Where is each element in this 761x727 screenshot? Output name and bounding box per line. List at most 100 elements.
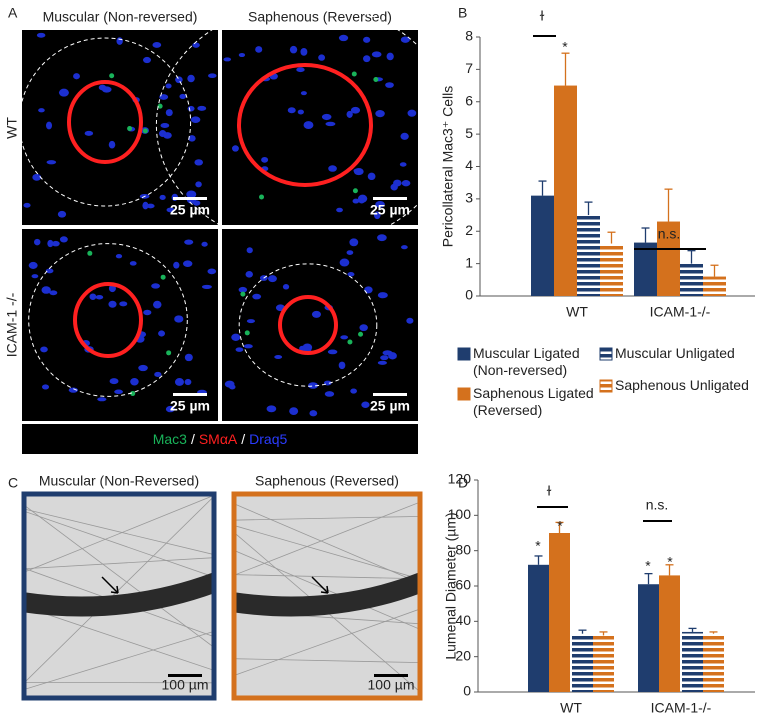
nucleus [38, 108, 45, 112]
nucleus [207, 269, 216, 275]
error-bar [600, 632, 608, 636]
nucleus [400, 162, 407, 166]
bar [634, 243, 657, 296]
nucleus [179, 94, 186, 99]
nucleus [197, 106, 206, 111]
nucleus [339, 35, 348, 41]
nucleus [375, 110, 384, 117]
nucleus [288, 107, 296, 113]
nucleus [304, 121, 314, 129]
error-bar [642, 228, 650, 243]
nucleus [351, 107, 360, 114]
error-bar [645, 574, 653, 585]
nucleus [192, 42, 199, 47]
error-bar [562, 53, 570, 85]
nucleus [154, 372, 161, 377]
annotation: * [562, 39, 568, 55]
nucleus [185, 354, 193, 361]
error-bar [585, 202, 593, 215]
nucleus [244, 344, 253, 348]
x-tick-label: ICAM-1-/- [650, 304, 711, 320]
mac3-cell [373, 77, 378, 82]
nucleus [380, 355, 388, 360]
nucleus [268, 275, 277, 282]
nucleus [187, 75, 194, 83]
panel-label: C [8, 475, 18, 491]
error-bar [539, 181, 547, 196]
photo: 100 µm [22, 492, 216, 700]
nucleus [47, 160, 57, 164]
legend-swatch [458, 348, 470, 360]
bar [577, 215, 600, 296]
y-tick-label: 5 [465, 125, 473, 141]
nucleus [34, 239, 40, 246]
nucleus [99, 85, 106, 91]
nucleus [267, 405, 277, 412]
nucleus [252, 294, 261, 300]
legend-swatch [600, 380, 612, 392]
y-tick-label: 0 [463, 683, 471, 699]
row-title: ICAM-1 -/- [4, 292, 20, 357]
scale-bar-label: 100 µm [368, 677, 415, 693]
nucleus [160, 195, 166, 200]
annotation: n.s. [646, 497, 669, 513]
nucleus [195, 181, 201, 187]
y-tick-label: 2 [465, 222, 473, 238]
nucleus [301, 91, 307, 95]
nucleus [368, 173, 376, 180]
nucleus [188, 106, 195, 112]
mac3-cell [109, 73, 114, 78]
legend-label: Muscular Unligated [615, 345, 761, 362]
nucleus [153, 301, 161, 309]
nucleus [336, 208, 343, 213]
photo-title: Muscular (Non-Reversed) [39, 473, 199, 489]
micrograph [222, 229, 418, 421]
nucleus [388, 352, 397, 359]
nucleus [350, 388, 357, 393]
nucleus [60, 236, 68, 242]
nucleus [174, 315, 183, 322]
nucleus [201, 242, 207, 247]
nucleus [97, 397, 106, 401]
nucleus [328, 350, 338, 355]
nucleus [387, 53, 394, 61]
bar [703, 277, 726, 296]
nucleus [46, 122, 52, 130]
nucleus [328, 165, 337, 172]
mac3-cell [352, 71, 357, 76]
nucleus [325, 122, 335, 126]
nucleus [236, 347, 244, 352]
stain-separator: / [241, 431, 245, 447]
nucleus [109, 141, 116, 149]
nucleus [349, 238, 358, 246]
legend-item: Saphenous Unligated [615, 377, 761, 417]
nucleus [408, 110, 417, 117]
mac3-cell [161, 275, 166, 280]
error-bar [688, 251, 696, 264]
panel-label: A [8, 5, 18, 21]
legend-item: Muscular Ligated (Non-reversed) [473, 345, 603, 385]
nucleus [322, 114, 331, 120]
mac3-cell [87, 251, 92, 256]
mac3-cell [347, 340, 352, 345]
mac3-cell [240, 292, 245, 297]
scale-bar [373, 197, 407, 200]
nucleus [402, 180, 411, 186]
nucleus [37, 33, 45, 38]
stain-name: Draq5 [249, 431, 287, 447]
nucleus [96, 295, 104, 300]
nucleus [185, 379, 192, 385]
nucleus [246, 271, 253, 278]
nucleus [110, 378, 119, 384]
nucleus [152, 42, 161, 48]
nucleus [339, 362, 346, 370]
stain-name: Mac3 [153, 431, 187, 447]
column-title: Muscular (Non-reversed) [43, 9, 198, 25]
nucleus [372, 51, 382, 57]
legend-item: Saphenous Ligated (Reversed) [473, 385, 603, 425]
nucleus [85, 131, 93, 136]
nucleus [160, 123, 169, 128]
